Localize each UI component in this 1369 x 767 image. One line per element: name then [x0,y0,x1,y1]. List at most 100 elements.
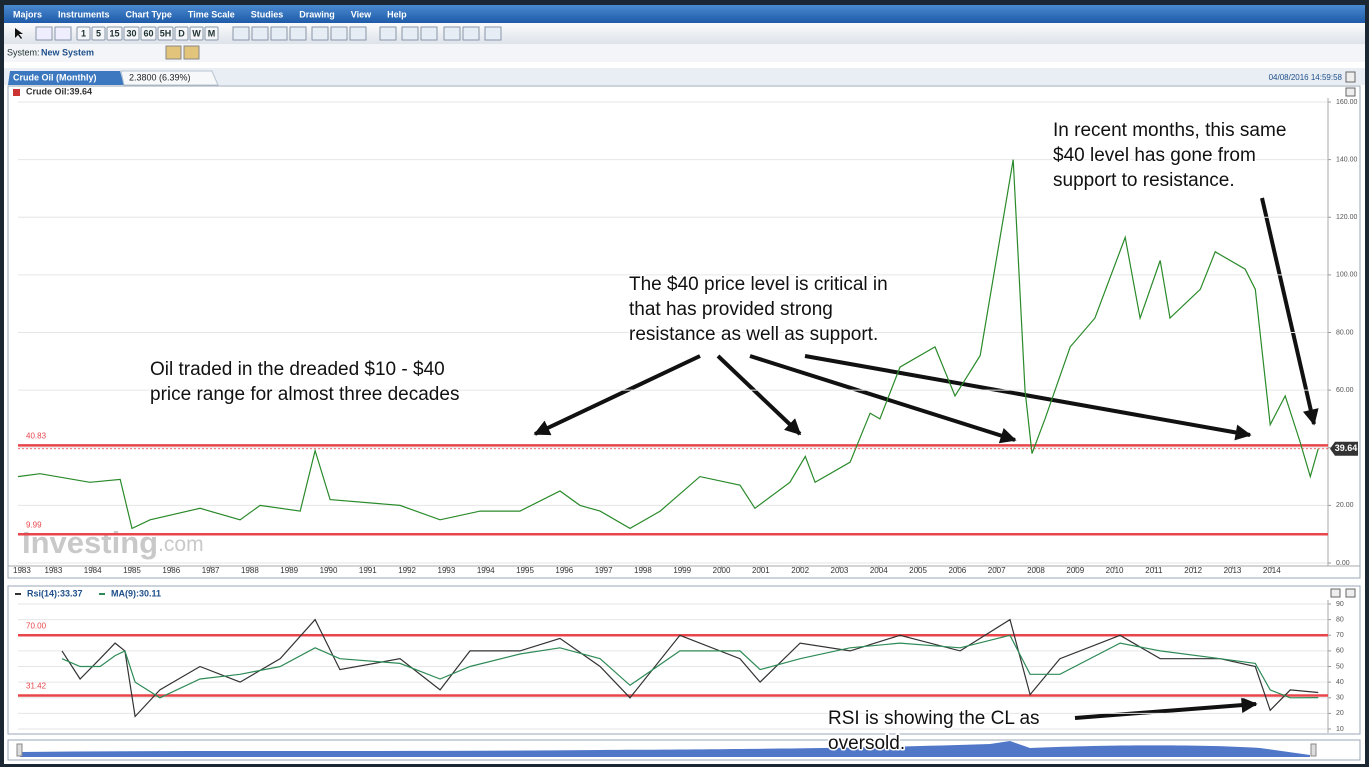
minimize-button[interactable] [1330,588,1341,598]
y-tick-label: 30 [1336,695,1344,702]
tool-button[interactable] [379,26,397,41]
arrow [804,354,1252,441]
tool-button[interactable] [54,26,72,41]
level-label: 40.83 [26,431,47,440]
y-tick-label: 0.00 [1336,560,1350,567]
interval-button[interactable] [76,26,91,41]
tab[interactable] [120,70,219,86]
tab-change: 2.3800 (6.39%) [129,72,191,82]
x-tick-label: 1998 [634,566,652,575]
arrow [1074,697,1258,720]
arrow [533,354,701,436]
tool-button[interactable] [420,26,438,41]
interval-button[interactable] [204,26,219,41]
active-tab[interactable] [8,71,124,85]
interval-button[interactable] [157,26,174,41]
navigator-area [20,741,1310,757]
close-button[interactable] [1345,588,1356,598]
x-tick-label: 2000 [713,566,731,575]
interval-label: 15 [109,28,119,38]
system-button[interactable] [165,45,182,60]
tool-button[interactable] [484,26,502,41]
tool-button[interactable] [401,26,419,41]
menu-item[interactable]: Instruments [58,9,110,19]
tool-button[interactable] [462,26,480,41]
annotation: oversold. [828,733,905,754]
y-tick-label: 40 [1336,679,1344,686]
tool-button[interactable] [251,26,269,41]
x-tick-label: 2001 [752,566,770,575]
annotation: price range for almost three decades [150,384,459,405]
scroll-button[interactable] [1345,71,1356,83]
tab-title[interactable]: Crude Oil (Monthly) [13,72,97,82]
interval-button[interactable] [123,26,140,41]
tool-button[interactable] [311,26,329,41]
legend-entry: Rsi(14):33.37 [27,588,83,598]
x-tick-label: 2010 [1106,566,1124,575]
annotation: The $40 price level is critical in [629,274,888,295]
y-tick-label: 10 [1336,726,1344,733]
tool-button[interactable] [289,26,307,41]
y-tick-label: 20.00 [1336,502,1354,509]
x-tick-label: 1985 [123,566,141,575]
x-tick-label: 1983 [44,566,62,575]
menu-item[interactable]: Drawing [299,9,335,19]
rsi-panel [7,585,1361,735]
x-tick-label: 2002 [791,566,809,575]
navigator-handle[interactable] [1310,743,1317,757]
x-tick-label: 1995 [516,566,534,575]
tool-button[interactable] [330,26,348,41]
price-tag-label: 39.64 [1335,443,1358,453]
system-label: System: [7,47,40,57]
interval-button[interactable] [91,26,106,41]
menu-item[interactable]: Chart Type [126,9,172,19]
menu-bar [4,5,1365,23]
interval-button[interactable] [189,26,204,41]
tool-button[interactable] [232,26,250,41]
annotation: support to resistance. [1053,170,1235,191]
navigator-handle[interactable] [16,743,23,757]
y-tick-label: 50 [1336,663,1344,670]
interval-button[interactable] [106,26,123,41]
x-tick-label: 2011 [1145,566,1163,575]
menu-item[interactable]: Majors [13,9,42,19]
minimize-button[interactable] [1345,87,1356,97]
x-tick-label: 1984 [84,566,102,575]
y-tick-label: 140.00 [1336,156,1358,163]
annotation: resistance as well as support. [629,324,878,345]
x-tick-label: 1993 [438,566,456,575]
x-tick-label: 1989 [280,566,298,575]
x-tick-label: 2006 [948,566,966,575]
level-label: 70.00 [26,621,47,630]
legend-entry: MA(9):30.11 [111,588,161,598]
system-bar [4,44,1365,62]
x-tick-label: 2008 [1027,566,1045,575]
y-tick-label: 160.00 [1336,99,1358,106]
system-button[interactable] [183,45,200,60]
tool-button[interactable] [349,26,367,41]
tab-bar [4,68,1365,85]
menu-item[interactable]: Help [387,9,407,19]
y-tick-label: 60.00 [1336,387,1354,394]
interval-label: W [192,28,201,38]
arrow [749,354,1017,444]
tool-button[interactable] [270,26,288,41]
legend-entry: Crude Oil:39.64 [26,86,92,96]
interval-button[interactable] [174,26,189,41]
tool-button[interactable] [35,26,53,41]
interval-button[interactable] [140,26,157,41]
x-tick-label: 1987 [202,566,220,575]
x-tick-label: 2003 [831,566,849,575]
menu-item[interactable]: Time Scale [188,9,235,19]
y-tick-label: 80 [1336,616,1344,623]
menu-item[interactable]: View [351,9,372,19]
tool-button[interactable] [443,26,461,41]
x-tick-label: 1997 [595,566,613,575]
series-line [17,159,1319,530]
menu-item[interactable]: Studies [251,9,284,19]
watermark-brand: Investing [22,525,158,560]
arrow [1260,197,1319,426]
x-tick-label: 2004 [870,566,888,575]
